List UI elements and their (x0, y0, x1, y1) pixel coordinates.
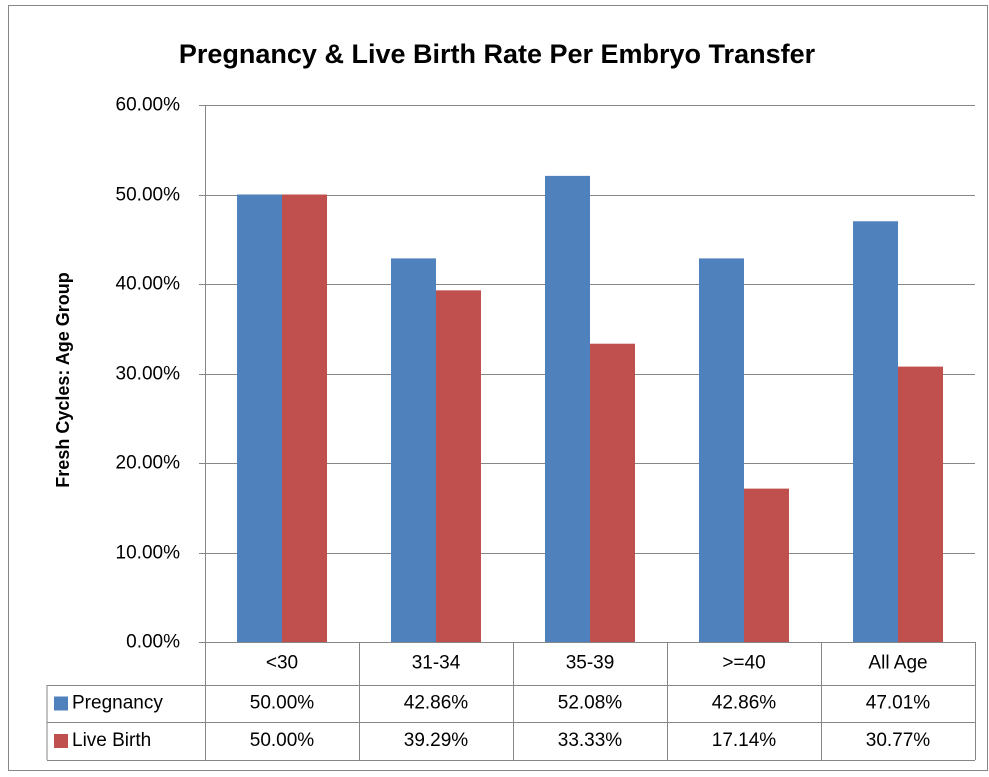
table-cell: 47.01% (866, 693, 931, 714)
x-tick-label: <30 (266, 653, 298, 674)
legend-key (54, 734, 68, 748)
bar (744, 488, 789, 642)
y-tick-label: 50.00% (116, 185, 181, 206)
y-tick-label: 60.00% (116, 95, 181, 116)
table-cell: 39.29% (404, 730, 469, 751)
chart-border (8, 5, 988, 771)
x-tick-label: >=40 (722, 653, 765, 674)
bar (282, 194, 327, 642)
legend-key (54, 696, 68, 711)
y-axis-label: Fresh Cycles: Age Group (53, 272, 73, 487)
table-cell: 50.00% (250, 693, 315, 714)
x-tick-label: 31-34 (412, 653, 461, 674)
legend-label: Pregnancy (72, 693, 163, 714)
bar (436, 290, 481, 642)
table-cell: 52.08% (558, 693, 623, 714)
legend-label: Live Birth (72, 730, 151, 751)
y-tick-label: 20.00% (116, 453, 181, 474)
bar (237, 194, 282, 642)
bar (391, 258, 436, 642)
table-cell: 33.33% (558, 730, 623, 751)
table-cell: 50.00% (250, 730, 315, 751)
y-tick-label: 0.00% (126, 632, 180, 653)
x-tick-label: All Age (868, 653, 927, 674)
table-cell: 17.14% (712, 730, 777, 751)
bar (545, 175, 590, 642)
bar (853, 221, 898, 642)
table-cell: 42.86% (712, 693, 777, 714)
y-tick-label: 40.00% (116, 274, 181, 295)
y-tick-label: 30.00% (116, 364, 181, 385)
bar (699, 258, 744, 642)
bar (590, 343, 635, 642)
y-tick-label: 10.00% (116, 543, 181, 564)
table-cell: 42.86% (404, 693, 469, 714)
bar (898, 366, 943, 642)
x-tick-label: 35-39 (566, 653, 615, 674)
chart-title: Pregnancy & Live Birth Rate Per Embryo T… (179, 39, 816, 69)
table-cell: 30.77% (866, 730, 931, 751)
